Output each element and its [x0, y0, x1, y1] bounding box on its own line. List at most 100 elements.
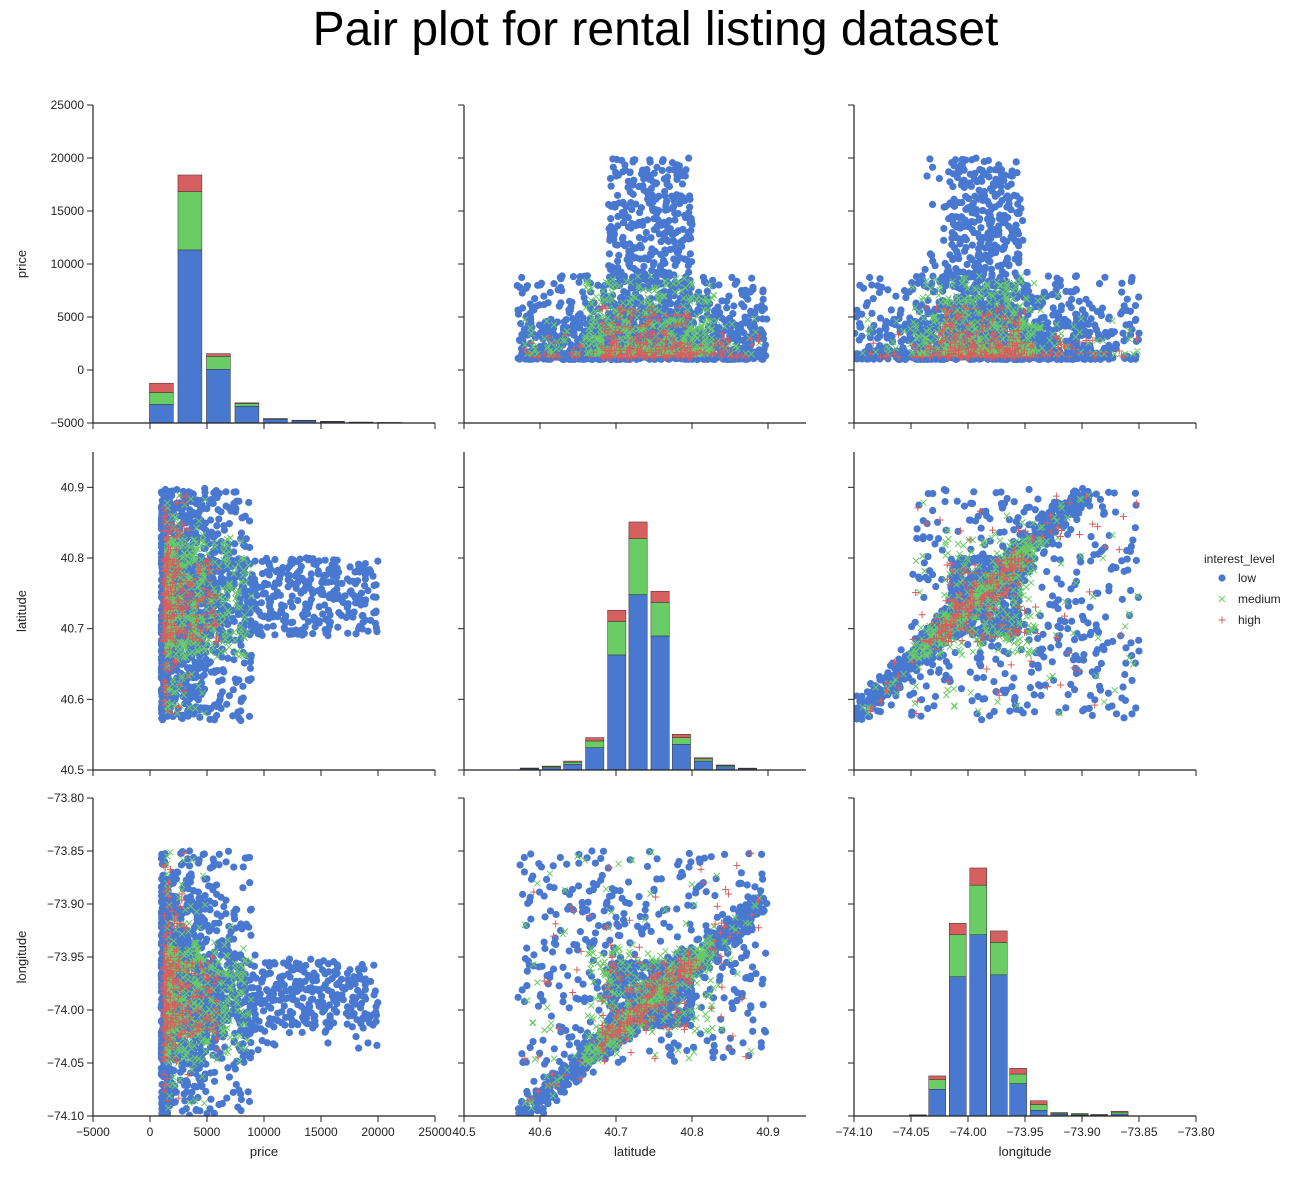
scatter-point-low [987, 218, 995, 226]
scatter-point-low [923, 172, 931, 180]
scatter-point-medium [1072, 333, 1080, 341]
scatter-point-low [646, 174, 655, 182]
scatter-point-high [617, 352, 625, 360]
scatter-point-high [673, 321, 681, 329]
scatter-point-low [1049, 311, 1057, 319]
scatter-point-high [545, 333, 553, 341]
scatter-point-low [589, 307, 597, 316]
scatter-point-low [759, 295, 767, 303]
chart-title: Pair plot for rental listing dataset [312, 3, 999, 56]
scatter-point-low [1082, 295, 1090, 303]
scatter-point-low [876, 275, 884, 283]
scatter-point-medium [1037, 306, 1045, 314]
scatter-point-low [613, 155, 621, 164]
scatter-point-high [569, 352, 577, 360]
scatter-point-high [660, 328, 668, 336]
scatter-point-high [634, 345, 642, 353]
scatter-point-low [1007, 180, 1015, 188]
scatter-point-low [844, 350, 851, 357]
scatter-point-low [899, 344, 907, 352]
scatter-point-low [576, 324, 584, 332]
scatter-point-high [621, 322, 629, 330]
scatter-point-low [666, 225, 674, 233]
scatter-point-low [660, 230, 669, 238]
hist-bar-low [177, 249, 203, 423]
scatter-point-low [687, 214, 695, 223]
scatter-point-high [647, 346, 655, 354]
scatter-point-medium [707, 326, 715, 333]
scatter-point-low [992, 175, 1000, 183]
scatter-point-high [608, 331, 616, 339]
scatter-point-high [643, 353, 651, 361]
scatter-point-low [650, 259, 658, 267]
scatter-point-low [568, 298, 576, 306]
scatter-point-low [972, 154, 980, 162]
scatter-point-high [612, 327, 620, 335]
scatter-point-low [1045, 325, 1053, 333]
scatter-point-high [627, 336, 635, 344]
scatter-point-medium [557, 344, 565, 352]
scatter-point-low [541, 326, 549, 334]
scatter-point-medium [985, 299, 993, 306]
scatter-point-high [669, 335, 677, 343]
scatter-point-low [1062, 287, 1070, 295]
scatter-point-low [955, 166, 963, 174]
scatter-point-low [972, 259, 980, 267]
scatter-point-low [858, 310, 866, 318]
scatter-point-medium [959, 319, 966, 326]
scatter-point-medium [1016, 303, 1024, 311]
scatter-point-medium [977, 287, 985, 294]
scatter-point-low [676, 254, 684, 262]
scatter-point-medium [732, 342, 740, 350]
scatter-point-medium [1014, 287, 1022, 295]
scatter-point-low [741, 317, 749, 325]
hist-bar-high [291, 420, 317, 422]
scatter-point-low [663, 180, 671, 188]
scatter-point-low [887, 319, 895, 327]
scatter-point-high [656, 347, 664, 355]
scatter-point-medium [945, 300, 953, 308]
scatter-point-medium [612, 307, 620, 315]
scatter-point-low [974, 278, 982, 286]
scatter-point-medium [595, 322, 603, 329]
scatter-point-low [518, 289, 526, 297]
scatter-point-low [531, 295, 539, 303]
scatter-point-medium [747, 350, 755, 358]
scatter-point-low [662, 236, 671, 244]
scatter-point-low [1086, 344, 1094, 352]
scatter-point-high [632, 308, 640, 316]
scatter-point-low [1057, 306, 1065, 314]
scatter-point-high [616, 329, 624, 337]
scatter-point-high [692, 349, 700, 357]
scatter-point-medium [1027, 306, 1035, 313]
scatter-point-low [540, 300, 548, 309]
scatter-point-medium [1111, 350, 1119, 358]
scatter-point-medium [965, 311, 973, 319]
scatter-point-low [658, 158, 667, 166]
scatter-point-medium [633, 314, 641, 322]
scatter-point-low [714, 303, 722, 311]
scatter-point-low [648, 266, 656, 275]
scatter-point-low [729, 310, 737, 318]
scatter-point-medium [1077, 315, 1085, 323]
scatter-point-low [994, 225, 1002, 233]
scatter-point-medium [592, 293, 600, 300]
scatter-point-low [949, 182, 957, 191]
scatter-point-low [1135, 329, 1143, 337]
scatter-point-high [551, 338, 559, 346]
scatter-point-medium [704, 324, 712, 331]
scatter-point-medium [928, 314, 936, 322]
scatter-point-medium [541, 335, 548, 342]
y-tick-label: 15000 [51, 204, 85, 218]
scatter-point-medium [597, 294, 605, 301]
scatter-point-medium [961, 275, 969, 282]
scatter-point-low [1118, 288, 1126, 296]
scatter-point-low [709, 276, 717, 284]
scatter-point-high [570, 345, 578, 353]
scatter-point-low [613, 191, 622, 199]
scatter-point-low [668, 192, 676, 200]
scatter-point-medium [681, 284, 689, 292]
scatter-point-low [635, 182, 643, 191]
panel-body [149, 174, 402, 423]
hist-bar-medium [149, 392, 174, 405]
